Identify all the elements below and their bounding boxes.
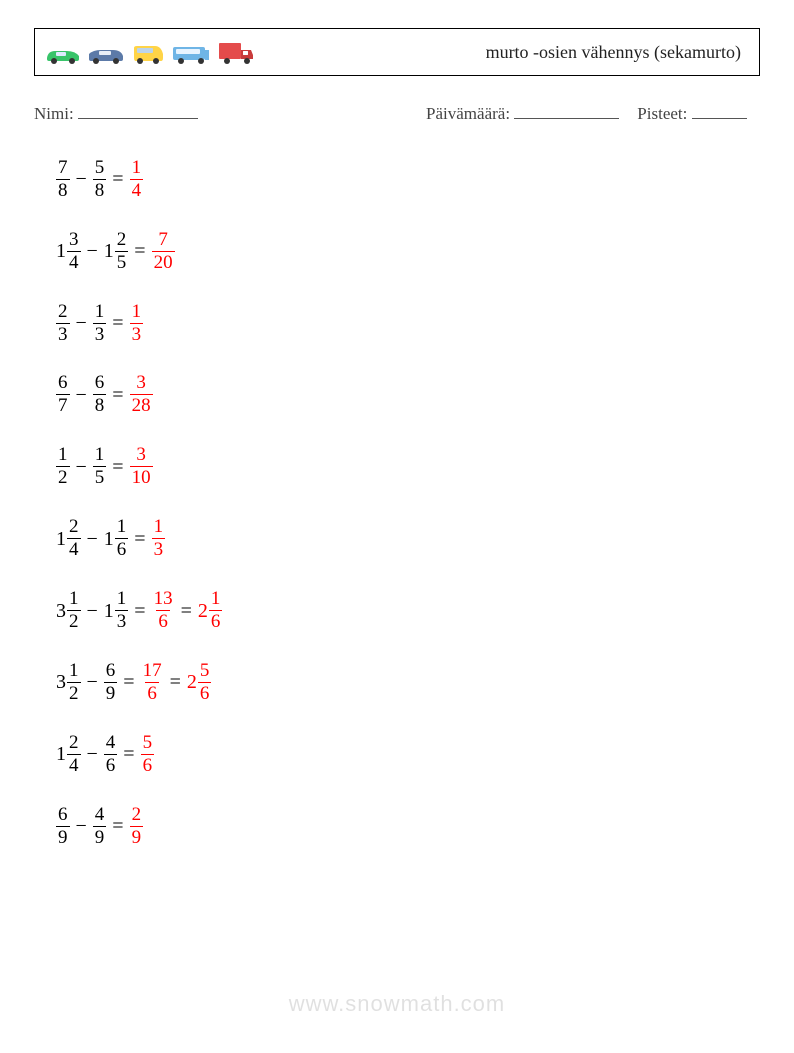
equals-sign: = <box>106 816 129 836</box>
problem-row: 23−13=13 <box>56 302 760 345</box>
mixed-number: 125 <box>104 230 129 273</box>
fraction: 23 <box>56 302 70 345</box>
mixed-number: 113 <box>104 589 129 632</box>
equals-sign: = <box>117 744 140 764</box>
minus-operator: − <box>70 385 93 405</box>
answer: 256 <box>187 661 212 704</box>
equals-sign: = <box>106 169 129 189</box>
mixed-number: 124 <box>56 517 81 560</box>
fraction: 24 <box>67 733 81 776</box>
problem-row: 78−58=14 <box>56 158 760 201</box>
fraction: 67 <box>56 373 70 416</box>
equals-sign: = <box>106 313 129 333</box>
car-icon <box>217 40 255 64</box>
fraction: 49 <box>93 805 107 848</box>
fraction: 68 <box>93 373 107 416</box>
name-blank[interactable] <box>78 100 198 119</box>
minus-operator: − <box>70 313 93 333</box>
car-icon <box>45 44 81 64</box>
worksheet-title: murto -osien vähennys (sekamurto) <box>486 42 741 63</box>
equals-sign: = <box>106 385 129 405</box>
answer: 29 <box>130 805 144 848</box>
equals-sign: = <box>117 672 140 692</box>
fraction: 13 <box>93 302 107 345</box>
fraction: 12 <box>56 445 70 488</box>
score-label: Pisteet: <box>637 104 687 123</box>
equals-sign: = <box>128 529 151 549</box>
fraction: 69 <box>56 805 70 848</box>
equals-sign: = <box>164 672 187 692</box>
minus-operator: − <box>81 601 104 621</box>
meta-row: Nimi: Päivämäärä: Pisteet: <box>34 100 760 124</box>
car-icon <box>131 42 165 64</box>
problem-row: 124−116=13 <box>56 517 760 560</box>
answer: 216 <box>198 589 223 632</box>
equals-sign: = <box>106 457 129 477</box>
worksheet-header: murto -osien vähennys (sekamurto) <box>34 28 760 76</box>
car-icons <box>45 40 255 64</box>
date-blank[interactable] <box>514 100 619 119</box>
fraction: 16 <box>209 589 223 632</box>
answer: 310 <box>130 445 153 488</box>
answer: 13 <box>152 517 166 560</box>
problem-row: 12−15=310 <box>56 445 760 488</box>
mixed-number: 312 <box>56 589 81 632</box>
car-icon <box>87 44 125 64</box>
minus-operator: − <box>70 457 93 477</box>
problem-list: 78−58=14134−125=72023−13=1367−68=32812−1… <box>56 158 760 848</box>
fraction: 25 <box>115 230 129 273</box>
fraction: 69 <box>104 661 118 704</box>
equals-sign: = <box>128 241 151 261</box>
fraction: 46 <box>104 733 118 776</box>
car-icon <box>171 42 211 64</box>
mixed-number: 124 <box>56 733 81 776</box>
fraction: 15 <box>93 445 107 488</box>
problem-row: 312−113=136=216 <box>56 589 760 632</box>
answer: 720 <box>152 230 175 273</box>
answer: 328 <box>130 373 153 416</box>
problem-row: 67−68=328 <box>56 373 760 416</box>
minus-operator: − <box>70 816 93 836</box>
answer: 56 <box>141 733 155 776</box>
fraction: 12 <box>67 589 81 632</box>
fraction: 58 <box>93 158 107 201</box>
answer: 176 <box>141 661 164 704</box>
fraction: 16 <box>115 517 129 560</box>
mixed-number: 312 <box>56 661 81 704</box>
fraction: 78 <box>56 158 70 201</box>
minus-operator: − <box>70 169 93 189</box>
minus-operator: − <box>81 672 104 692</box>
watermark: www.snowmath.com <box>0 991 794 1017</box>
problem-row: 134−125=720 <box>56 230 760 273</box>
equals-sign: = <box>175 601 198 621</box>
problem-row: 69−49=29 <box>56 805 760 848</box>
answer: 136 <box>152 589 175 632</box>
equals-sign: = <box>128 601 151 621</box>
answer: 13 <box>130 302 144 345</box>
score-blank[interactable] <box>692 100 747 119</box>
problem-row: 124−46=56 <box>56 733 760 776</box>
mixed-number: 116 <box>104 517 129 560</box>
name-label: Nimi: <box>34 104 74 123</box>
answer: 14 <box>130 158 144 201</box>
mixed-number: 134 <box>56 230 81 273</box>
fraction: 34 <box>67 230 81 273</box>
fraction: 12 <box>67 661 81 704</box>
minus-operator: − <box>81 529 104 549</box>
minus-operator: − <box>81 241 104 261</box>
date-label: Päivämäärä: <box>426 104 510 123</box>
fraction: 56 <box>198 661 212 704</box>
fraction: 24 <box>67 517 81 560</box>
fraction: 13 <box>115 589 129 632</box>
problem-row: 312−69=176=256 <box>56 661 760 704</box>
minus-operator: − <box>81 744 104 764</box>
